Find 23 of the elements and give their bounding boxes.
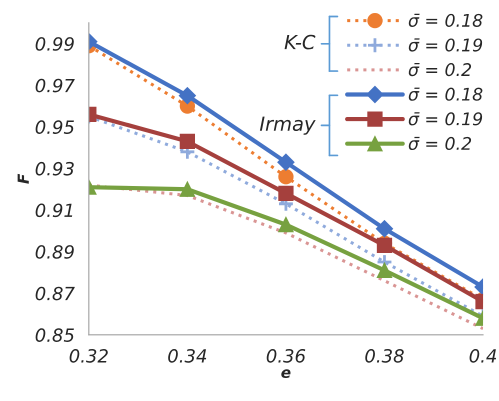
x-tick-label: 0.32 [70, 349, 108, 363]
y-tick-label: 0.97 [36, 78, 75, 92]
y-tick-label: 0.85 [36, 328, 74, 342]
legend-label: σ̄ = 0.18 [408, 88, 482, 101]
y-tick-label: 0.99 [36, 37, 74, 51]
y-axis-title: F [18, 174, 29, 184]
annotation: Irmay [260, 116, 316, 135]
y-tick-label: 0.91 [36, 204, 72, 218]
legend-label: σ̄ = 0.18 [408, 14, 482, 27]
y-tick-label: 0.95 [36, 120, 74, 134]
x-tick-label: 0.36 [266, 349, 306, 363]
y-tick-label: 0.87 [36, 286, 75, 300]
x-tick-label: 0.34 [168, 349, 206, 363]
legend-label: σ̄ = 0.19 [408, 38, 482, 52]
legend-label: σ̄ = 0.2 [408, 63, 472, 76]
x-tick-label: 0.4 [470, 349, 496, 363]
x-axis-title: e [281, 369, 291, 378]
x-tick-label: 0.38 [365, 349, 404, 363]
y-tick-label: 0.89 [36, 245, 74, 259]
y-tick-label: 0.93 [36, 162, 74, 176]
legend-label: σ̄ = 0.2 [408, 136, 472, 150]
legend-label: σ̄ = 0.19 [408, 112, 482, 126]
annotation: K-C [284, 34, 316, 50]
